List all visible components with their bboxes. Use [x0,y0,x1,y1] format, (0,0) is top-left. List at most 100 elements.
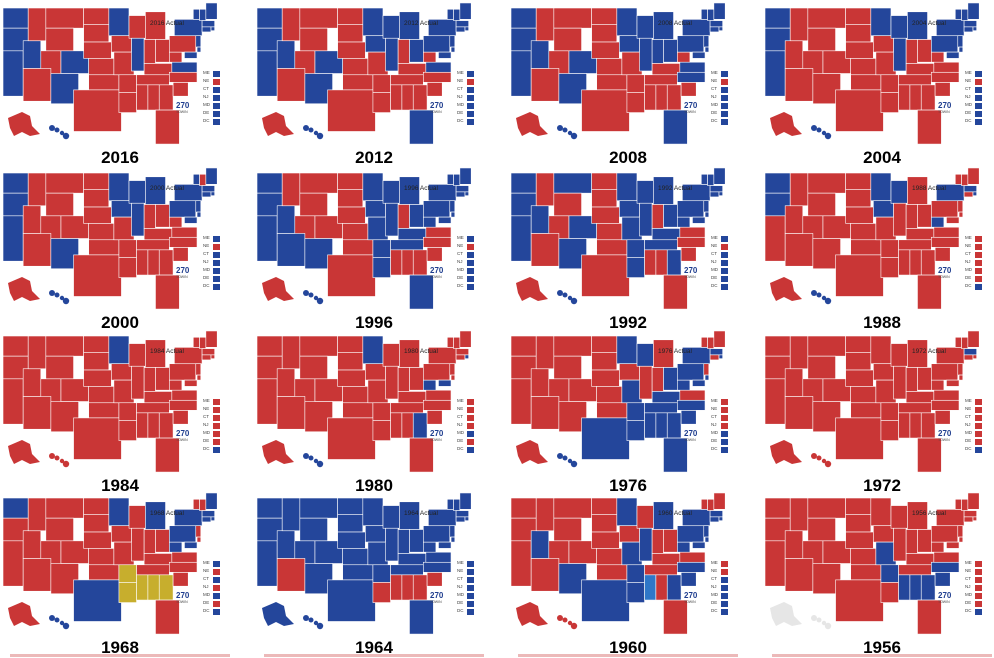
state-ne [591,41,620,59]
state-ar [372,74,391,93]
state-la [118,92,137,113]
legend-color-box [213,447,220,453]
state-va [425,61,452,73]
legend-color-box [721,431,728,437]
legend-color-box [975,439,982,445]
state-hi-island [308,455,314,461]
legend-row-me: ME [457,70,483,78]
state-ms [644,249,657,276]
legend-color-box [975,252,982,258]
state-hi-island [824,297,832,305]
state-oh [155,39,170,63]
state-me [205,167,218,185]
state-wa [764,7,791,29]
us-electoral-map-1968 [2,492,218,635]
state-ct [709,191,720,198]
state-wv [677,541,691,553]
state-ma [201,510,215,518]
legend-state-abbr: NE [203,568,210,573]
state-ia [111,363,132,381]
us-electoral-map-1960 [510,492,726,635]
legend-color-box [975,601,982,607]
state-tx [327,254,376,297]
state-al [655,84,668,111]
legend-color-box [721,593,728,599]
state-wv [677,379,691,391]
legend-color-box [975,399,982,405]
state-tx [581,579,630,622]
state-nj [449,35,456,48]
state-de [704,536,710,543]
legend-row-me: ME [965,398,991,406]
state-ar [626,74,645,93]
legend-state-abbr: NJ [965,94,971,99]
legend-color-box [213,103,220,109]
state-al [655,412,668,439]
state-ar [372,564,391,583]
state-wi [636,343,654,367]
legend-state-abbr: NE [457,406,464,411]
state-nd [591,497,618,515]
legend-row-de: DE [711,600,737,608]
state-wi [636,180,654,204]
legend-row-ct: CT [457,86,483,94]
legend-state-abbr: DC [965,446,972,451]
state-oh [663,529,678,553]
legend-color-box [721,111,728,117]
state-ri [210,354,215,359]
legend-color-box [467,561,474,567]
legend-color-box [975,609,982,615]
state-wy [299,355,328,380]
state-ms [644,574,657,601]
state-ri [718,26,723,31]
state-mt [45,7,84,29]
state-ak [770,602,802,626]
state-ky [397,553,427,566]
state-ca [256,378,278,425]
state-ia [873,35,894,53]
legend-state-abbr: CT [203,414,209,419]
legend-row-de: DE [203,275,229,283]
state-ma [963,348,977,356]
state-ga [412,574,428,601]
legend-state-abbr: DC [457,446,464,451]
state-ks [850,58,877,76]
state-hi-island [816,455,822,461]
legend-row-dc: DC [203,283,229,291]
state-ok [596,239,628,256]
state-vt [700,173,708,185]
state-id [281,497,301,532]
state-nj [703,363,710,376]
legend-row-de: DE [711,438,737,446]
state-wy [553,517,582,542]
state-va [171,226,198,238]
map-year-caption: 1984 [101,476,139,495]
state-id [789,172,809,207]
state-sd [83,514,110,533]
legend-row-ct: CT [203,86,229,94]
legend-row-dc: DC [457,118,483,126]
state-ok [596,74,628,91]
state-az [784,396,814,430]
state-nc [677,236,706,248]
state-wa [510,335,537,357]
legend-state-abbr: NE [965,568,972,573]
legend-row-md: MD [203,267,229,275]
state-ri [972,354,977,359]
state-wv [423,379,437,391]
state-in [905,367,918,392]
state-hi-island [557,125,563,131]
state-hi-island [62,622,70,630]
legend-state-abbr: MD [965,592,972,597]
legend-row-dc: DC [711,608,737,616]
map-year-caption: 1956 [863,638,901,657]
state-oh [409,204,424,228]
state-al [909,249,922,276]
state-ok [850,402,882,419]
state-hi-island [62,460,70,468]
state-az [530,558,560,592]
legend-row-de: DE [711,275,737,283]
state-ok [596,402,628,419]
state-in [651,529,664,554]
legend-color-box [721,601,728,607]
